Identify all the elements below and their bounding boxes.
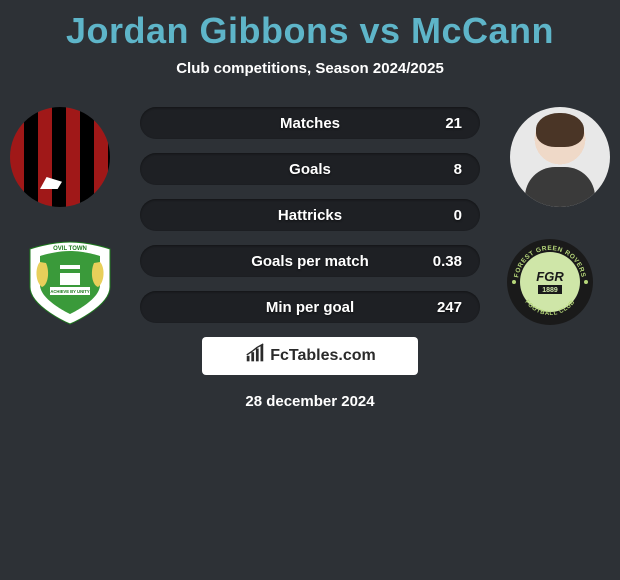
stat-row-matches: Matches 21	[140, 107, 480, 139]
stat-value: 21	[445, 115, 462, 132]
subtitle: Club competitions, Season 2024/2025	[0, 60, 620, 77]
stat-row-goals: Goals 8	[140, 153, 480, 185]
player-avatar-mccann	[510, 107, 610, 207]
crest-year: 1889	[542, 287, 558, 294]
crest-top-text: OVIL TOWN	[53, 246, 87, 252]
stat-value: 0	[454, 207, 462, 224]
stat-label: Goals per match	[251, 253, 369, 270]
brand-box: FcTables.com	[202, 337, 418, 375]
stat-value: 247	[437, 299, 462, 316]
avatar-image-left	[10, 107, 110, 207]
stat-row-goals-per-match: Goals per match 0.38	[140, 245, 480, 277]
bars-icon	[244, 343, 266, 370]
stat-label: Goals	[289, 161, 331, 178]
stat-label: Matches	[280, 115, 340, 132]
stat-label: Hattricks	[278, 207, 342, 224]
stat-label: Min per goal	[266, 299, 354, 316]
forest-green-rovers-crest: FOREST GREEN ROVERS FOOTBALL CLUB FGR 18…	[500, 237, 600, 327]
crest-motto: ACHIEVE BY UNITY	[50, 289, 89, 294]
comparison-card: Jordan Gibbons vs McCann Club competitio…	[0, 0, 620, 410]
middle-section: OVIL TOWN ACHIEVE BY UNITY FOREST GREEN …	[0, 107, 620, 323]
stats-list: Matches 21 Goals 8 Hattricks 0 Goals per…	[140, 107, 480, 323]
stat-value: 8	[454, 161, 462, 178]
stat-value: 0.38	[433, 253, 462, 270]
page-title: Jordan Gibbons vs McCann	[0, 10, 620, 52]
yeovil-town-crest: OVIL TOWN ACHIEVE BY UNITY	[20, 237, 120, 327]
stat-row-hattricks: Hattricks 0	[140, 199, 480, 231]
date-text: 28 december 2024	[0, 393, 620, 410]
brand-text: FcTables.com	[270, 347, 376, 365]
crest-center: FGR	[536, 269, 564, 284]
player-avatar-gibbons	[10, 107, 110, 207]
stat-row-min-per-goal: Min per goal 247	[140, 291, 480, 323]
avatar-image-right	[510, 107, 610, 207]
